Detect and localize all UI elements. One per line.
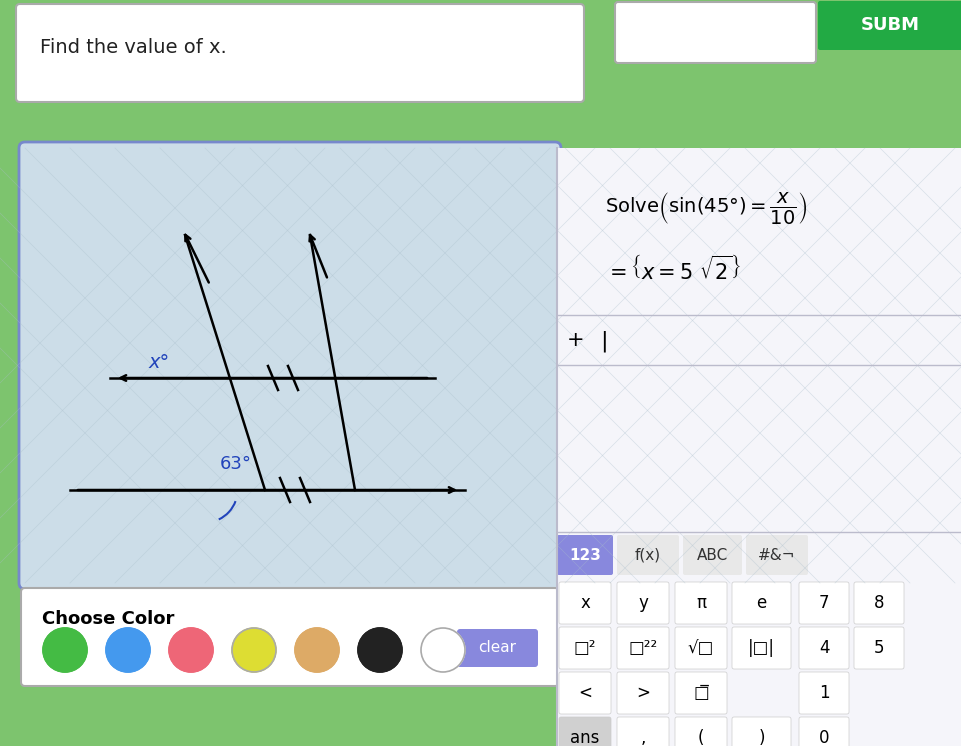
- Text: e: e: [756, 594, 767, 612]
- FancyBboxPatch shape: [683, 535, 742, 575]
- FancyBboxPatch shape: [732, 582, 791, 624]
- FancyBboxPatch shape: [559, 717, 611, 746]
- Circle shape: [169, 628, 213, 672]
- Text: 63°: 63°: [220, 455, 252, 473]
- FancyBboxPatch shape: [617, 535, 679, 575]
- Circle shape: [232, 628, 276, 672]
- FancyBboxPatch shape: [457, 629, 538, 667]
- FancyBboxPatch shape: [559, 627, 611, 669]
- Text: Choose Color: Choose Color: [42, 610, 174, 628]
- FancyBboxPatch shape: [675, 582, 727, 624]
- FancyBboxPatch shape: [617, 717, 669, 746]
- Text: #&¬: #&¬: [758, 548, 796, 562]
- Text: $= \left\{x = 5\ \sqrt{2}\right\}$: $= \left\{x = 5\ \sqrt{2}\right\}$: [605, 255, 741, 284]
- FancyBboxPatch shape: [617, 627, 669, 669]
- Text: ,: ,: [640, 729, 646, 746]
- FancyBboxPatch shape: [557, 535, 613, 575]
- Text: 4: 4: [819, 639, 829, 657]
- FancyBboxPatch shape: [732, 627, 791, 669]
- Text: 1: 1: [819, 684, 829, 702]
- FancyBboxPatch shape: [675, 672, 727, 714]
- Text: π: π: [696, 594, 706, 612]
- FancyBboxPatch shape: [559, 672, 611, 714]
- FancyBboxPatch shape: [559, 582, 611, 624]
- Text: f(x): f(x): [635, 548, 661, 562]
- FancyBboxPatch shape: [799, 717, 849, 746]
- FancyBboxPatch shape: [854, 582, 904, 624]
- Text: 5: 5: [874, 639, 884, 657]
- FancyBboxPatch shape: [799, 672, 849, 714]
- FancyBboxPatch shape: [799, 627, 849, 669]
- Text: 0: 0: [819, 729, 829, 746]
- FancyBboxPatch shape: [617, 672, 669, 714]
- FancyBboxPatch shape: [615, 2, 816, 63]
- Text: Solve$\left(\sin(45°) = \dfrac{x}{10}\right)$: Solve$\left(\sin(45°) = \dfrac{x}{10}\ri…: [605, 190, 807, 226]
- Circle shape: [43, 628, 87, 672]
- Circle shape: [358, 628, 402, 672]
- Circle shape: [106, 628, 150, 672]
- Text: |: |: [600, 330, 607, 351]
- Text: +: +: [567, 330, 584, 350]
- Text: 123: 123: [569, 548, 601, 562]
- Circle shape: [421, 628, 465, 672]
- FancyBboxPatch shape: [746, 535, 808, 575]
- FancyBboxPatch shape: [16, 4, 584, 102]
- Text: ): ): [758, 729, 765, 746]
- Text: ans: ans: [570, 729, 600, 746]
- Text: x: x: [580, 594, 590, 612]
- Text: □̅: □̅: [693, 684, 709, 702]
- Text: 7: 7: [819, 594, 829, 612]
- Text: □²²: □²²: [628, 639, 657, 657]
- Text: >: >: [636, 684, 650, 702]
- Text: Find the value of x.: Find the value of x.: [40, 38, 227, 57]
- Bar: [557, 148, 961, 746]
- FancyBboxPatch shape: [732, 717, 791, 746]
- Text: □²: □²: [574, 639, 596, 657]
- FancyBboxPatch shape: [19, 142, 561, 589]
- Text: y: y: [638, 594, 648, 612]
- Text: SUBM: SUBM: [860, 16, 920, 34]
- Text: |□|: |□|: [748, 639, 775, 657]
- FancyBboxPatch shape: [799, 582, 849, 624]
- Text: (: (: [698, 729, 704, 746]
- Text: √□: √□: [688, 639, 714, 657]
- FancyBboxPatch shape: [675, 627, 727, 669]
- Text: <: <: [578, 684, 592, 702]
- FancyBboxPatch shape: [818, 1, 961, 50]
- FancyBboxPatch shape: [675, 717, 727, 746]
- Text: clear: clear: [478, 641, 516, 656]
- Text: ABC: ABC: [697, 548, 728, 562]
- Text: x°: x°: [148, 353, 169, 372]
- Text: 8: 8: [874, 594, 884, 612]
- FancyBboxPatch shape: [21, 588, 559, 686]
- FancyBboxPatch shape: [854, 627, 904, 669]
- FancyBboxPatch shape: [617, 582, 669, 624]
- Circle shape: [295, 628, 339, 672]
